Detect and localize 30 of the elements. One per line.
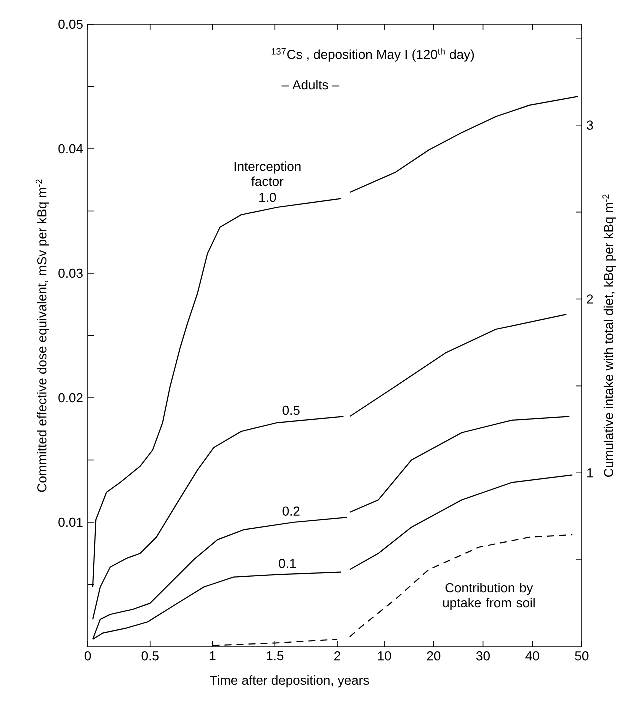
y2-tick-label: 2 [587, 294, 594, 304]
x-tick-label: 10 [378, 652, 392, 661]
y-axis-title: Committed effective dose equivalent, mSv per kBq m$^{-2}$ [36, 180, 50, 492]
y-tick-label: 0.03 [58, 268, 83, 278]
annotation: 1.0 [260, 193, 276, 202]
y-tick-label: 0.05 [58, 20, 83, 30]
x-tick-label: 1 [210, 652, 216, 660]
text: $^{137}$Cs , deposition May I (120$^{th}$ day) [272, 48, 474, 62]
x-tick-label: 20 [427, 652, 441, 661]
x-tick-label: 1.5 [267, 652, 284, 661]
x-tick-label: 0 [84, 652, 92, 661]
y-tick-label: 0.04 [58, 144, 84, 154]
annotation: Contribution by uptake from soil [443, 583, 535, 610]
x-tick-label: 40 [526, 652, 540, 661]
text: – Adults – [282, 80, 340, 90]
y-tick-label: 0.02 [58, 393, 83, 403]
y2-tick-label: 1 [588, 468, 594, 478]
y2-axis-title: Cumulative intake with total diet, kBq per kBq m$^{-2}$ [602, 194, 616, 478]
x-tick-label: 30 [476, 652, 490, 661]
annotation: 0.1 [279, 559, 296, 568]
annotation: 0.5 [282, 406, 300, 416]
line-series [92, 416, 344, 620]
y-tick-label: 0.01 [58, 518, 83, 528]
x-axis-title: Time after deposition, years [210, 676, 370, 688]
annotation: Interception factor [234, 162, 301, 186]
x-tick-label: 0.5 [142, 652, 159, 661]
annotation: 0.2 [282, 506, 300, 516]
x-tick-label: 2 [334, 652, 340, 661]
y2-tick-label: 3 [587, 120, 594, 130]
x-tick-label: 50 [575, 652, 589, 661]
